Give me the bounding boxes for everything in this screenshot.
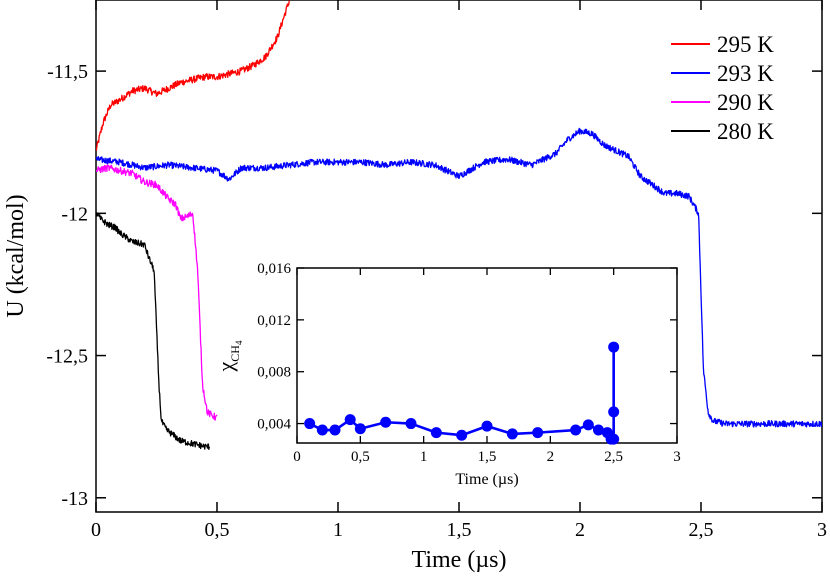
inset-x-tick-label-0: 0 — [293, 449, 301, 465]
inset-x-tick-label-2: 1 — [420, 449, 428, 465]
legend-entry-290k: 290 K — [671, 90, 774, 115]
inset-y-subscript: CH — [228, 345, 242, 362]
inset-data-point-7 — [430, 427, 442, 439]
inset-data-point-4 — [354, 423, 366, 435]
inset-data-point-9 — [481, 420, 493, 432]
inset-data-point-10 — [506, 428, 518, 440]
main-y-tick-label-2: -12,5 — [46, 346, 88, 368]
inset-data-point-17 — [608, 433, 620, 445]
main-x-tick-label-4: 2 — [575, 519, 585, 541]
main-x-tick-label-2: 1 — [333, 519, 343, 541]
inset-y-tick-label-3: 0,016 — [257, 261, 291, 277]
inset-data-point-1 — [316, 424, 328, 436]
main-x-tick-label-6: 3 — [817, 519, 827, 541]
main-y-axis-title: U (kcal/mol) — [3, 194, 29, 317]
legend-label-295k: 295 K — [717, 32, 774, 57]
inset-x-tick-label-6: 3 — [673, 449, 681, 465]
main-x-tick-label-3: 1,5 — [447, 519, 472, 541]
main-x-tick-label-1: 0,5 — [205, 519, 230, 541]
inset-chart: 0 0,5 1 1,5 2 2,5 3 0,004 0,008 0,012 0,016 Time (… — [213, 261, 681, 488]
legend-label-293k: 293 K — [717, 61, 774, 86]
inset-data-point-13 — [582, 419, 594, 431]
inset-data-point-2 — [329, 424, 341, 436]
main-y-tick-label-3: -13 — [61, 488, 88, 510]
legend-label-290k: 290 K — [717, 90, 774, 115]
inset-data-point-8 — [456, 429, 468, 441]
inset-y-tick-label-0: 0,004 — [257, 417, 291, 433]
inset-y-subscript-2: 4 — [234, 340, 244, 345]
series-line-280k — [96, 211, 211, 450]
inset-x-tick-label-3: 1,5 — [478, 449, 497, 465]
inset-data-point-14 — [592, 424, 604, 436]
legend-entry-280k: 280 K — [671, 119, 774, 144]
inset-data-point-11 — [532, 427, 544, 439]
inset-y-tick-label-2: 0,012 — [257, 313, 291, 329]
series-line-295k — [96, 0, 290, 151]
inset-markers-group — [304, 341, 620, 445]
inset-data-point-0 — [304, 418, 316, 430]
legend-label-280k: 280 K — [717, 119, 774, 144]
inset-x-tick-label-4: 2 — [547, 449, 555, 465]
main-x-tick-label-5: 2,5 — [689, 519, 714, 541]
legend-entry-293k: 293 K — [671, 61, 774, 86]
inset-data-point-6 — [405, 418, 417, 430]
series-line-290k — [96, 164, 218, 421]
inset-data-point-18 — [608, 406, 620, 418]
main-series-group — [96, 0, 822, 450]
inset-y-axis-title-text: χCH4 — [213, 340, 244, 372]
inset-data-point-3 — [344, 414, 356, 426]
legend: 295 K 293 K 290 K 280 K — [671, 32, 774, 144]
main-x-tick-label-0: 0 — [91, 519, 101, 541]
inset-axis-ticks: 0 0,5 1 1,5 2 2,5 3 0,004 0,008 0,012 0,016 — [257, 261, 681, 465]
main-axis-ticks: 0 0,5 1 1,5 2 2,5 3 -11,5 -12 -12,5 -13 — [46, 0, 827, 541]
series-line-293k — [96, 127, 822, 428]
inset-x-tick-label-1: 0,5 — [351, 449, 370, 465]
inset-data-point-5 — [380, 416, 392, 428]
inset-data-point-12 — [570, 424, 582, 436]
inset-x-tick-label-5: 2,5 — [604, 449, 623, 465]
inset-x-axis-title: Time (µs) — [455, 471, 518, 488]
inset-y-tick-label-1: 0,008 — [257, 365, 291, 381]
inset-data-point-19 — [608, 341, 620, 353]
main-y-tick-label-1: -12 — [61, 203, 88, 225]
inset-y-symbol: χ — [213, 361, 238, 372]
legend-entry-295k: 295 K — [671, 32, 774, 57]
main-y-tick-label-0: -11,5 — [47, 61, 88, 83]
main-x-axis-title: Time (µs) — [412, 547, 507, 573]
inset-y-axis-title: χCH4 — [213, 340, 244, 372]
